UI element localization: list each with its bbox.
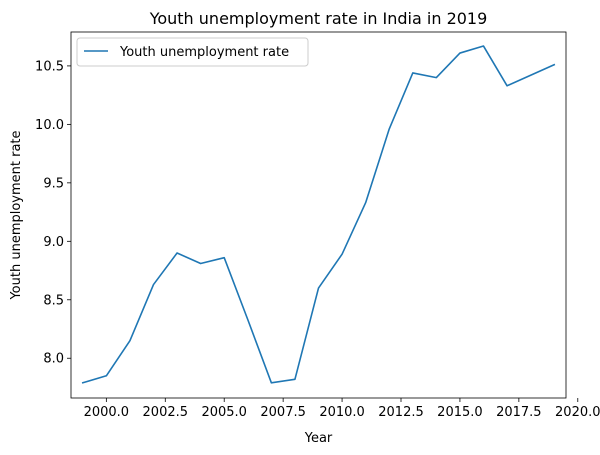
data-point — [412, 72, 414, 74]
y-axis-label: Youth unemployment rate — [9, 130, 24, 300]
x-tick-label: 2002.5 — [143, 405, 189, 420]
chart-title: Youth unemployment rate in India in 2019 — [149, 9, 488, 28]
x-tick-label: 2005.0 — [201, 405, 247, 420]
data-point — [506, 85, 508, 87]
x-tick-label: 2012.5 — [378, 405, 424, 420]
x-tick-label: 2007.5 — [260, 405, 306, 420]
data-point — [176, 252, 178, 254]
x-tick-label: 2010.0 — [319, 405, 365, 420]
plot-area — [71, 32, 566, 398]
y-axis-ticks: 8.0 8.5 9.0 9.5 10.0 10.5 — [35, 59, 71, 367]
data-point — [436, 77, 438, 79]
x-axis-label: Year — [304, 431, 333, 446]
data-point — [341, 253, 343, 255]
data-point — [271, 382, 273, 384]
data-point — [294, 378, 296, 380]
x-tick-label: 2020.0 — [555, 405, 600, 420]
y-tick-label: 10.5 — [35, 59, 64, 74]
data-point — [530, 74, 532, 76]
y-tick-label: 9.5 — [43, 176, 64, 191]
x-tick-label: 2000.0 — [84, 405, 130, 420]
data-point — [365, 202, 367, 204]
data-point — [553, 64, 555, 66]
data-point — [82, 382, 84, 384]
data-point — [200, 263, 202, 265]
series-layer — [81, 45, 556, 384]
y-tick-label: 8.0 — [43, 352, 64, 367]
x-tick-label: 2015.0 — [437, 405, 483, 420]
data-point — [459, 52, 461, 54]
data-point — [223, 257, 225, 259]
y-tick-label: 10.0 — [35, 118, 64, 133]
data-point — [153, 284, 155, 286]
legend: Youth unemployment rate — [76, 37, 309, 67]
data-point — [483, 45, 485, 47]
data-point — [129, 340, 131, 342]
data-point — [247, 319, 249, 321]
y-tick-label: 9.0 — [43, 235, 64, 250]
legend-box — [76, 37, 309, 67]
series-line — [81, 45, 556, 384]
x-tick-label: 2017.5 — [496, 405, 542, 420]
data-point — [106, 375, 108, 377]
legend-label: Youth unemployment rate — [119, 45, 289, 60]
data-point — [388, 128, 390, 130]
y-tick-label: 8.5 — [43, 293, 64, 308]
x-axis-ticks: 2000.0 2002.5 2005.0 2007.5 2010.0 2012.5 2015… — [84, 398, 600, 420]
data-point — [318, 287, 320, 289]
plot-frame — [70, 31, 567, 399]
